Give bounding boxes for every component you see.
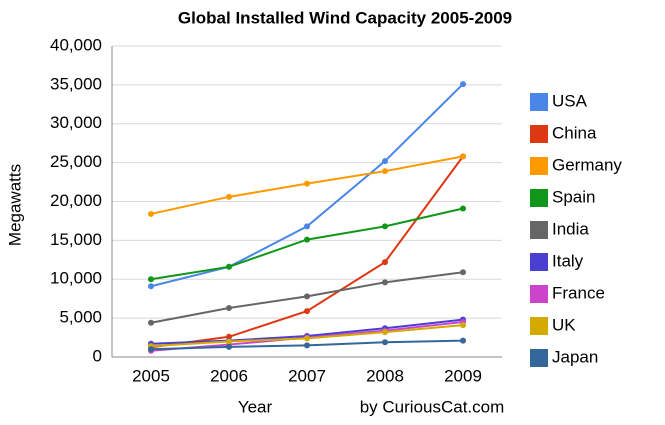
- data-point: [304, 236, 310, 243]
- data-point: [382, 223, 388, 230]
- data-point: [148, 210, 154, 217]
- data-point: [382, 339, 388, 346]
- x-tick-label: 2008: [366, 366, 404, 385]
- legend-label: India: [552, 219, 589, 238]
- x-tick-label: 2006: [210, 366, 248, 385]
- data-point: [382, 168, 388, 175]
- data-point: [148, 346, 154, 353]
- legend-label: France: [552, 283, 605, 302]
- y-tick-label: 20,000: [50, 191, 102, 210]
- x-tick-label: 2005: [132, 366, 170, 385]
- legend-label: Germany: [552, 155, 622, 174]
- data-point: [148, 283, 154, 290]
- legend-label: UK: [552, 315, 576, 334]
- legend-swatch: [530, 93, 548, 111]
- legend-swatch: [530, 125, 548, 143]
- y-tick-label: 30,000: [50, 113, 102, 132]
- data-point: [382, 279, 388, 286]
- data-point: [460, 269, 466, 276]
- data-point: [382, 259, 388, 266]
- legend-label: Spain: [552, 187, 595, 206]
- data-point: [304, 335, 310, 342]
- legend-swatch: [530, 317, 548, 335]
- legend-swatch: [530, 221, 548, 239]
- data-point: [226, 263, 232, 270]
- data-point: [460, 337, 466, 344]
- x-tick-label: 2007: [288, 366, 326, 385]
- data-point: [460, 81, 466, 88]
- data-point: [304, 223, 310, 230]
- data-point: [148, 319, 154, 326]
- annotation: by CuriousCat.com: [360, 397, 505, 416]
- legend-swatch: [530, 285, 548, 303]
- data-point: [382, 158, 388, 165]
- data-point: [304, 308, 310, 315]
- legend-swatch: [530, 253, 548, 271]
- y-tick-label: 25,000: [50, 152, 102, 171]
- y-tick-label: 40,000: [50, 35, 102, 54]
- data-point: [226, 343, 232, 350]
- data-point: [460, 205, 466, 212]
- data-point: [304, 180, 310, 187]
- data-point: [382, 329, 388, 336]
- legend-label: China: [552, 123, 597, 142]
- data-point: [226, 338, 232, 345]
- legend-swatch: [530, 189, 548, 207]
- data-point: [460, 153, 466, 160]
- x-tick-label: 2009: [444, 366, 482, 385]
- y-axis-label: Megawatts: [5, 164, 24, 246]
- data-point: [226, 305, 232, 312]
- chart-title: Global Installed Wind Capacity 2005-2009: [178, 8, 512, 27]
- data-point: [304, 342, 310, 349]
- data-point: [460, 322, 466, 329]
- y-tick-label: 15,000: [50, 230, 102, 249]
- x-axis-label: Year: [238, 397, 273, 416]
- y-tick-label: 0: [93, 346, 102, 365]
- data-line: [150, 207, 464, 281]
- legend-label: Japan: [552, 347, 598, 366]
- y-tick-label: 35,000: [50, 74, 102, 93]
- legend-swatch: [530, 157, 548, 175]
- legend-label: USA: [552, 91, 588, 110]
- data-point: [148, 276, 154, 283]
- y-tick-label: 5,000: [59, 308, 102, 327]
- data-point: [226, 193, 232, 200]
- data-point: [304, 293, 310, 300]
- y-tick-label: 10,000: [50, 269, 102, 288]
- legend-swatch: [530, 349, 548, 367]
- legend-label: Italy: [552, 251, 584, 270]
